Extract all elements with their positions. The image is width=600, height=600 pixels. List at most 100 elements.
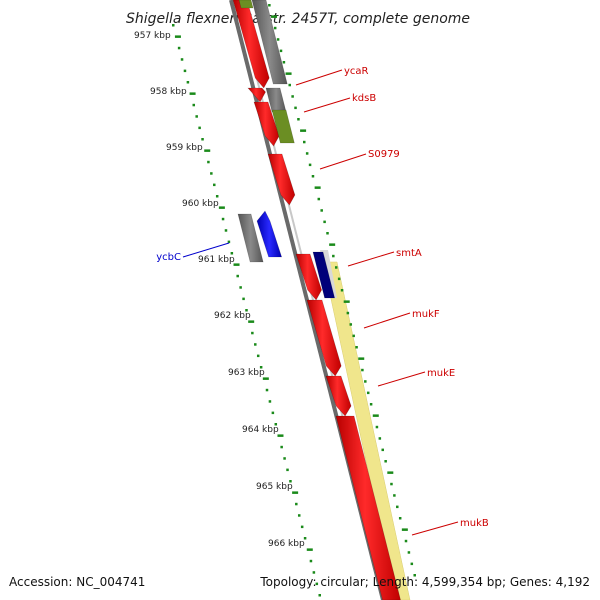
ruler-label: 960 kbp	[182, 199, 219, 209]
ruler-tick	[248, 320, 255, 323]
ruler-tick	[210, 172, 213, 175]
ruler-tick	[323, 220, 326, 224]
gene-arrow-ycbC	[256, 210, 283, 258]
ruler-tick	[292, 491, 299, 494]
ruler-tick	[384, 460, 387, 463]
ruler-label: 963 kbp	[228, 368, 265, 378]
gene-leader-line	[295, 69, 343, 86]
ruler-tick	[262, 377, 269, 380]
gene-leader-line	[347, 251, 395, 267]
gene-block-grey-ycaR	[251, 0, 288, 85]
ruler-tick	[279, 49, 283, 53]
ruler-tick	[254, 343, 257, 346]
ruler-tick	[387, 471, 394, 474]
ruler-tick	[295, 502, 298, 506]
gene-arrow-ycaR-left	[232, 0, 270, 89]
ruler-tick	[204, 149, 211, 152]
ruler-left	[172, 24, 321, 597]
gene-label-mukE: mukE	[427, 368, 455, 379]
ruler-tick	[271, 411, 275, 415]
ruler-tick	[268, 400, 272, 403]
gene-leader-line	[303, 97, 351, 113]
ruler-labels: 957 kbp 958 kbp 959 kbp 960 kbp 961 kbp 962 k…	[134, 31, 305, 549]
ruler-label: 957 kbp	[134, 31, 171, 41]
ruler-tick	[340, 289, 344, 292]
ruler-tick	[396, 505, 399, 509]
ruler-tick	[337, 277, 341, 281]
gene-label-kdsB: kdsB	[352, 93, 376, 104]
gene-block-olive-kdsB	[271, 109, 295, 144]
gene-leader-line	[319, 153, 367, 170]
ruler-tick	[218, 206, 225, 209]
feature-dark-blue	[312, 251, 336, 299]
ruler-tick	[282, 61, 286, 64]
ruler-tick	[401, 528, 408, 531]
gene-arrow-mukE	[325, 375, 352, 417]
ruler-tick	[177, 46, 181, 50]
ruler-tick	[326, 232, 329, 235]
feature-band-yellow	[322, 261, 411, 600]
ruler-tick	[276, 38, 280, 41]
ruler-tick	[251, 331, 254, 335]
ruler-tick	[189, 92, 196, 95]
ruler-tick	[390, 482, 393, 486]
ruler-tick	[305, 152, 309, 155]
ruler-tick	[172, 24, 175, 27]
gene-arrow-mukF	[306, 299, 342, 377]
ruler-tick	[198, 126, 201, 130]
ruler-tick	[283, 457, 286, 460]
ruler-tick	[306, 548, 313, 551]
gene-features	[232, 0, 401, 600]
gene-arrow-mukB	[335, 415, 401, 600]
ruler-tick	[215, 195, 219, 198]
ruler-tick	[286, 468, 289, 472]
gene-leader-line	[182, 242, 230, 258]
ruler-tick	[369, 403, 373, 406]
ruler-label: 959 kbp	[166, 143, 203, 153]
gene-label-leaders	[182, 69, 459, 536]
ruler-tick	[364, 380, 367, 383]
ruler-tick	[265, 388, 269, 392]
ruler-tick	[213, 183, 216, 187]
ruler-tick	[239, 286, 242, 289]
accession-label: Accession: NC_004741	[9, 575, 145, 589]
ruler-tick	[349, 323, 353, 326]
ruler-tick	[404, 539, 408, 543]
ruler-tick	[233, 263, 240, 266]
ruler-tick	[291, 95, 294, 98]
ruler-tick	[300, 525, 304, 529]
gene-arrow-kdsB	[253, 101, 280, 147]
gene-arrow-small	[247, 87, 266, 103]
ruler-tick	[236, 274, 239, 278]
ruler-tick	[315, 582, 319, 586]
map-title: Shigella flexneri 2a str. 2457T, complet…	[126, 11, 470, 27]
ruler-tick	[227, 240, 231, 244]
pseudogene-ycbC	[237, 213, 264, 263]
ruler-tick	[381, 448, 384, 452]
ruler-tick	[207, 160, 210, 164]
ruler-tick	[317, 197, 321, 201]
gene-block-olive-top	[238, 0, 254, 9]
ruler-tick	[372, 414, 379, 417]
ruler-tick	[329, 243, 336, 246]
ruler-tick	[413, 574, 416, 577]
ruler-tick	[294, 106, 297, 110]
ruler-tick	[183, 69, 187, 73]
ruler-tick	[309, 559, 313, 563]
ruler-tick	[312, 571, 316, 574]
gene-label-ycaR: ycaR	[344, 66, 369, 77]
ruler-tick	[334, 266, 338, 269]
ruler-tick	[352, 334, 355, 338]
ruler-tick	[378, 437, 382, 440]
ruler-tick	[318, 594, 321, 597]
ruler-tick	[288, 83, 291, 87]
ruler-tick	[273, 26, 277, 30]
ruler-tick	[320, 209, 323, 212]
ruler-tick	[280, 445, 283, 449]
ruler-right	[268, 4, 416, 577]
ruler-tick	[297, 514, 301, 517]
gene-arrow-S0979	[267, 153, 296, 206]
ruler-tick	[332, 254, 335, 258]
ruler-tick	[311, 175, 315, 178]
